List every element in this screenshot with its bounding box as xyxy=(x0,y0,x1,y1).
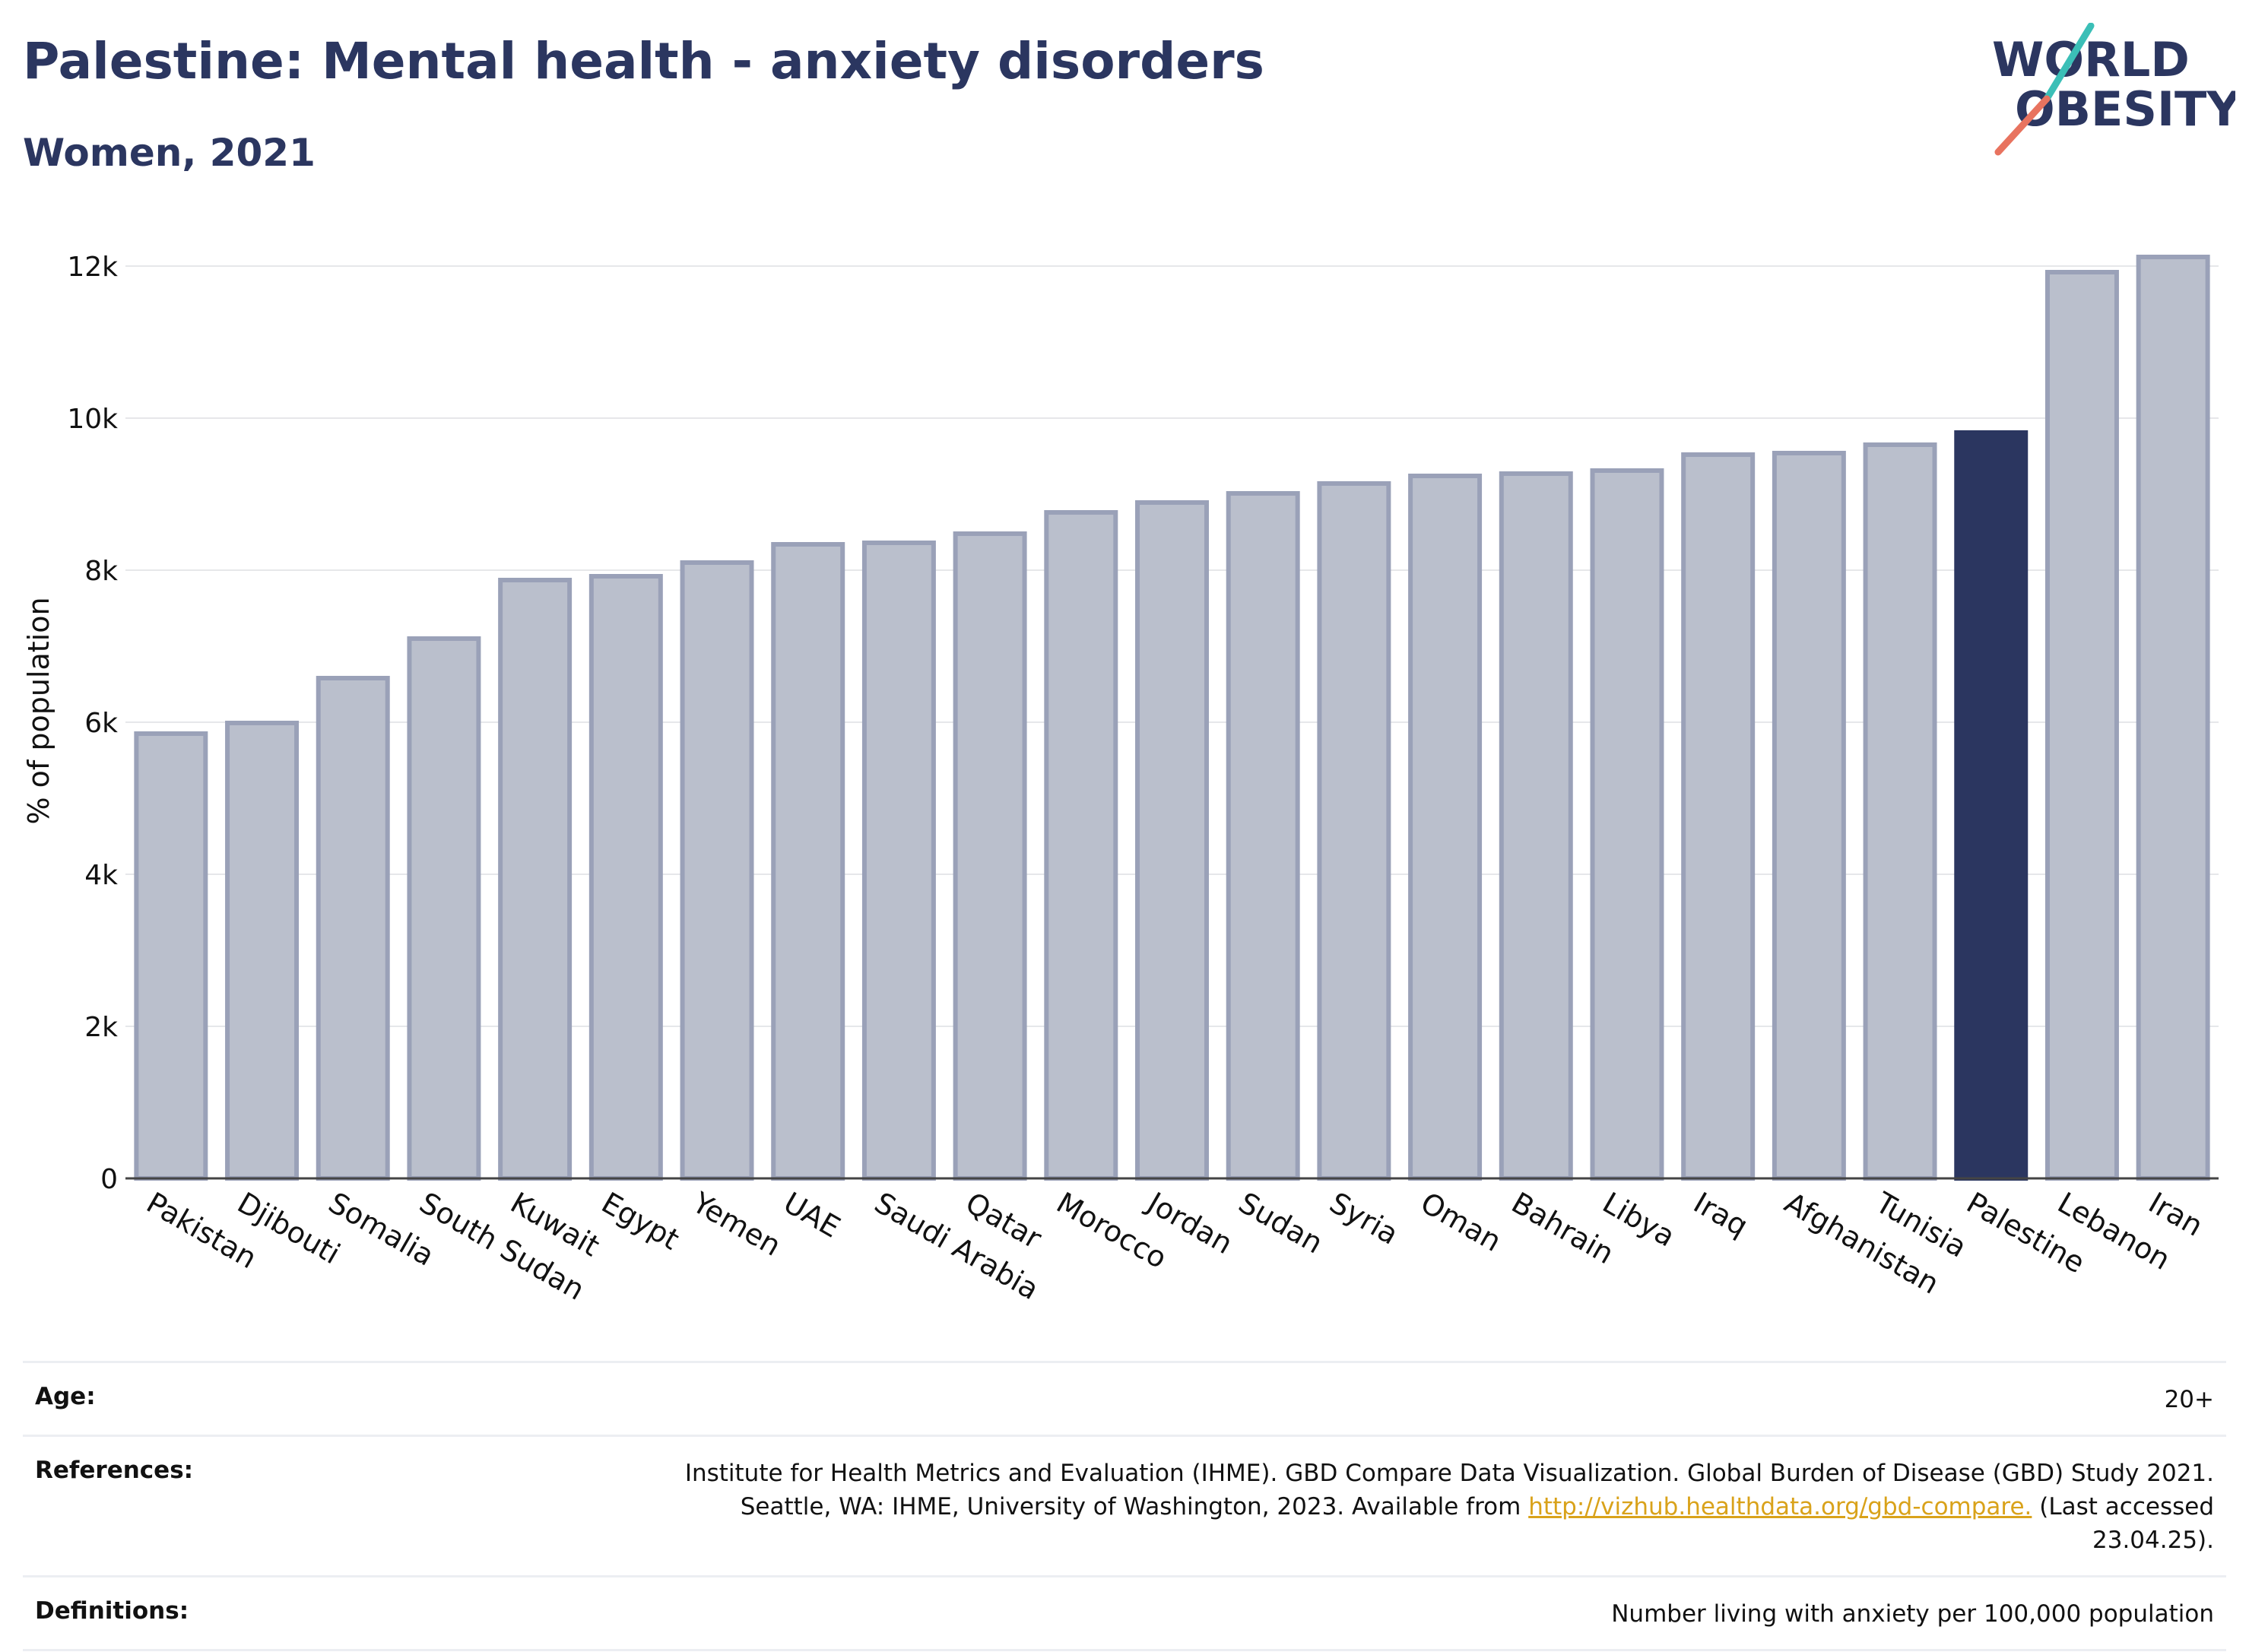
bars xyxy=(134,255,2210,1181)
bar-south-sudan[interactable] xyxy=(407,636,481,1181)
logo-slash-teal xyxy=(2043,23,2095,103)
bar-uae[interactable] xyxy=(771,542,845,1181)
bar-jordan[interactable] xyxy=(1135,500,1209,1181)
references-value: Institute for Health Metrics and Evaluat… xyxy=(633,1457,2214,1557)
info-row-references: References: Institute for Health Metrics… xyxy=(23,1435,2226,1575)
chart-title: Palestine: Mental health - anxiety disor… xyxy=(23,32,1264,90)
bar-iran[interactable] xyxy=(2136,255,2210,1181)
bar-chart: 0 2k 4k 6k 8k 10k 12k PakistanDjiboutiSomaliaS… xyxy=(22,252,2219,1307)
y-tick-label: 0 xyxy=(100,1164,118,1195)
bar-palestine[interactable] xyxy=(1954,430,2029,1181)
bar-lebanon[interactable] xyxy=(2044,270,2119,1181)
chart-subtitle: Women, 2021 xyxy=(23,131,316,175)
info-row-age: Age: 20+ xyxy=(23,1361,2226,1435)
definitions-label: Definitions: xyxy=(35,1597,189,1625)
y-tick-label: 2k xyxy=(84,1012,118,1043)
bar-egypt[interactable] xyxy=(588,574,663,1181)
bar-pakistan[interactable] xyxy=(134,731,208,1181)
y-tick-label: 4k xyxy=(84,860,118,891)
y-tick-label: 6k xyxy=(84,708,118,739)
bar-afghanistan[interactable] xyxy=(1772,451,1846,1181)
x-tick-label: Sudan xyxy=(1233,1186,1329,1260)
x-tick-label: Somalia xyxy=(323,1186,440,1273)
y-tick-label: 12k xyxy=(67,252,118,283)
bar-morocco[interactable] xyxy=(1044,510,1118,1181)
references-text-1: Institute for Health Metrics and Evaluat… xyxy=(684,1460,2214,1520)
y-axis-ticks: 0 2k 4k 6k 8k 10k 12k xyxy=(67,252,118,1195)
x-tick-label: Iraq xyxy=(1688,1186,1753,1243)
age-label: Age: xyxy=(35,1383,96,1410)
bar-syria[interactable] xyxy=(1317,481,1391,1181)
bar-kuwait[interactable] xyxy=(498,578,573,1181)
bar-saudi-arabia[interactable] xyxy=(861,541,936,1181)
references-link[interactable]: http://vizhub.healthdata.org/gbd-compare… xyxy=(1528,1493,2032,1520)
bar-tunisia[interactable] xyxy=(1863,442,1937,1181)
x-tick-label: Bahrain xyxy=(1506,1186,1619,1271)
bar-qatar[interactable] xyxy=(953,531,1027,1181)
bar-libya[interactable] xyxy=(1590,468,1664,1181)
bar-somalia[interactable] xyxy=(316,676,390,1181)
y-tick-label: 8k xyxy=(84,556,118,587)
bar-djibouti[interactable] xyxy=(225,721,300,1181)
logo-line1: WORLD xyxy=(1992,32,2190,87)
bar-oman[interactable] xyxy=(1408,474,1483,1181)
bar-yemen[interactable] xyxy=(680,560,754,1181)
bar-bahrain[interactable] xyxy=(1499,471,1573,1181)
logo-slash-coral xyxy=(1994,95,2051,156)
x-tick-label: UAE xyxy=(778,1186,845,1245)
bar-sudan[interactable] xyxy=(1226,491,1300,1181)
x-tick-label: Oman xyxy=(1415,1186,1507,1258)
y-tick-label: 10k xyxy=(67,404,118,435)
references-label: References: xyxy=(35,1457,194,1484)
x-tick-label: Yemen xyxy=(687,1185,787,1263)
world-obesity-logo: WORLD OBESITY xyxy=(1992,23,2235,156)
references-text-2: (Last accessed 23.04.25). xyxy=(2032,1493,2214,1554)
bar-iraq[interactable] xyxy=(1681,452,1756,1181)
info-table: Age: 20+ References: Institute for Healt… xyxy=(23,1361,2226,1651)
x-tick-label: Egypt xyxy=(596,1186,685,1257)
definitions-value: Number living with anxiety per 100,000 p… xyxy=(1611,1600,2214,1628)
x-tick-label: Syria xyxy=(1324,1186,1404,1251)
y-axis-label: % of population xyxy=(22,597,56,824)
info-row-definitions: Definitions: Number living with anxiety … xyxy=(23,1575,2226,1651)
age-value: 20+ xyxy=(2164,1386,2214,1413)
